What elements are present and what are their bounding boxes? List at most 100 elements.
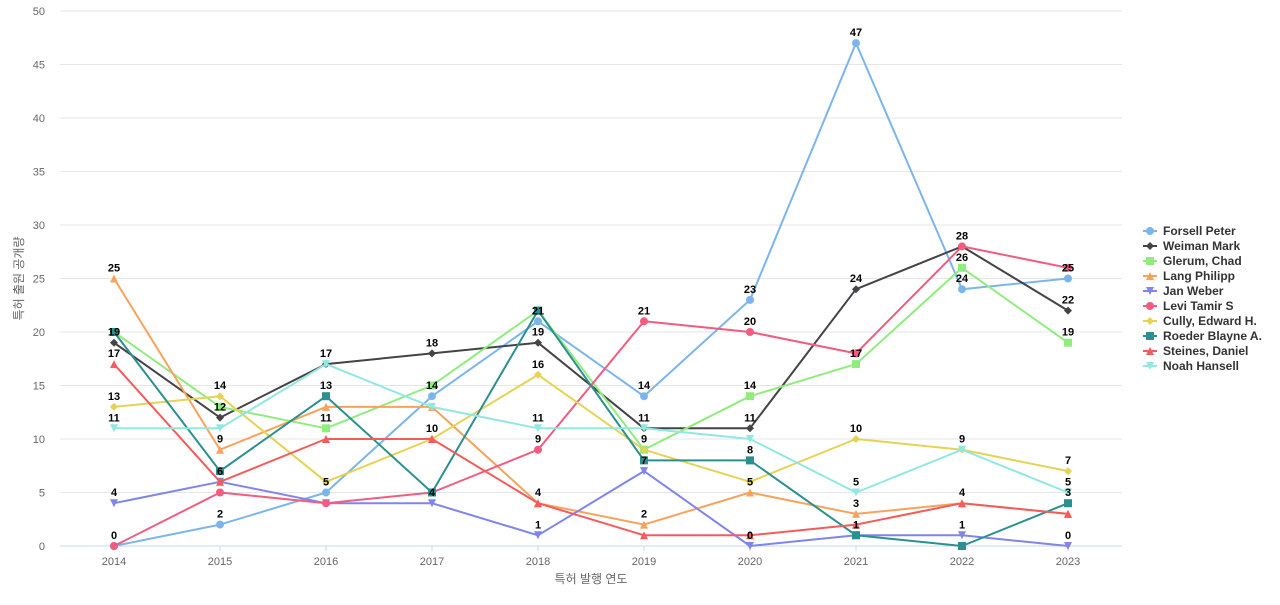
legend-item[interactable]: Forsell Peter (1143, 224, 1236, 238)
legend-item[interactable]: Weiman Mark (1143, 239, 1240, 253)
data-point (428, 349, 436, 358)
data-label: 18 (426, 337, 438, 349)
data-point (534, 370, 542, 379)
data-point (746, 328, 754, 336)
data-point (1146, 332, 1154, 340)
data-label: 17 (108, 348, 120, 360)
x-tick-label: 2018 (526, 556, 550, 568)
data-label: 11 (320, 412, 332, 424)
data-point (958, 242, 966, 251)
data-label-layer: 2519171311401412962171311518141042119161… (108, 27, 1074, 542)
data-label: 7 (1065, 455, 1071, 467)
data-label: 1 (959, 519, 965, 531)
data-label: 24 (850, 273, 863, 285)
data-point (428, 499, 436, 508)
data-point (534, 306, 542, 315)
legend-label: Jan Weber (1163, 284, 1224, 298)
data-label: 25 (108, 263, 120, 275)
data-point (534, 338, 542, 347)
data-point (534, 317, 542, 326)
legend-item[interactable]: Noah Hansell (1143, 359, 1239, 373)
data-point (1064, 338, 1072, 347)
data-label: 5 (323, 477, 329, 489)
data-label: 26 (956, 252, 968, 264)
data-label: 19 (532, 327, 544, 339)
data-label: 14 (214, 380, 227, 392)
legend-label: Forsell Peter (1163, 224, 1236, 238)
data-point (1064, 542, 1072, 550)
data-point (322, 477, 330, 486)
data-point (216, 445, 224, 454)
legend-item[interactable]: Glerum, Chad (1143, 254, 1242, 268)
data-point (216, 467, 224, 476)
data-point (852, 531, 860, 540)
data-label: 10 (850, 423, 862, 435)
data-point (746, 531, 754, 540)
data-label: 17 (850, 348, 862, 360)
data-point (110, 402, 118, 411)
legend-label: Levi Tamir S (1163, 299, 1233, 313)
legend-item[interactable]: Levi Tamir S (1143, 299, 1233, 313)
series-line (113, 266, 1069, 451)
data-label: 10 (426, 423, 438, 435)
data-point (216, 488, 224, 497)
x-tick-label: 2022 (950, 556, 974, 568)
data-point (216, 392, 224, 401)
data-label: 5 (853, 477, 859, 489)
data-point (1146, 362, 1154, 370)
data-label: 6 (217, 466, 223, 478)
data-point (1064, 467, 1072, 476)
legend-item[interactable]: Steines, Daniel (1143, 344, 1248, 358)
data-point (216, 520, 224, 529)
data-point (640, 531, 648, 540)
data-label: 9 (641, 434, 647, 446)
legend-item[interactable]: Jan Weber (1143, 284, 1224, 298)
data-point (746, 488, 754, 497)
series-line (114, 363, 1069, 494)
data-point (534, 499, 542, 508)
data-label: 4 (959, 487, 966, 499)
data-point (1146, 257, 1154, 265)
data-label: 9 (217, 434, 223, 446)
data-point (640, 467, 648, 476)
data-label: 22 (1062, 295, 1074, 307)
legend-label: Weiman Mark (1163, 239, 1240, 253)
data-point (322, 499, 330, 508)
data-label: 24 (956, 273, 969, 285)
data-point (958, 263, 966, 272)
data-point (640, 392, 648, 401)
data-point (110, 499, 118, 508)
series-line (113, 373, 1069, 483)
series-group (110, 370, 1072, 486)
data-point (852, 488, 860, 497)
data-point (216, 477, 224, 486)
data-label: 11 (638, 412, 650, 424)
y-tick-label: 30 (33, 220, 45, 232)
data-label: 1 (535, 519, 541, 531)
legend-item[interactable]: Lang Philipp (1143, 269, 1235, 283)
series-line (113, 245, 1069, 430)
data-label: 8 (747, 444, 753, 456)
data-point (534, 424, 542, 433)
data-label: 3 (1065, 487, 1071, 499)
legend-item[interactable]: Cully, Edward H. (1143, 314, 1257, 328)
series-group (110, 39, 1072, 550)
series-group (110, 242, 1072, 433)
data-point (852, 349, 860, 358)
data-label: 14 (426, 380, 439, 392)
y-tick-label: 35 (33, 167, 45, 179)
x-tick-label: 2020 (738, 556, 762, 568)
legend-label: Roeder Blayne A. (1163, 329, 1262, 343)
data-point (1146, 227, 1154, 235)
data-point (110, 542, 118, 550)
y-axis-title: 특허 출원 공개량 (12, 237, 26, 321)
data-label: 5 (747, 477, 753, 489)
data-point (428, 392, 436, 401)
data-point (852, 509, 860, 518)
data-label: 9 (959, 434, 965, 446)
legend-item[interactable]: Roeder Blayne A. (1143, 329, 1262, 343)
data-point (322, 360, 330, 369)
series-group (110, 274, 1072, 529)
